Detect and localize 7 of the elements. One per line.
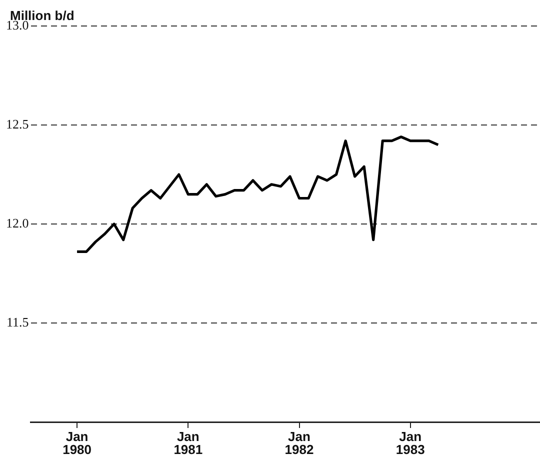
x-tick-label: Jan 1981 (174, 429, 203, 458)
y-tick-label: 11.5 (6, 314, 29, 330)
x-tick-label: Jan 1980 (62, 429, 92, 458)
y-tick-label: 12.0 (6, 215, 29, 230)
y-tick-label: 12.5 (6, 116, 29, 132)
x-tick-label: Jan 1982 (284, 429, 314, 458)
x-tick-label: Jan 1983 (396, 429, 425, 458)
